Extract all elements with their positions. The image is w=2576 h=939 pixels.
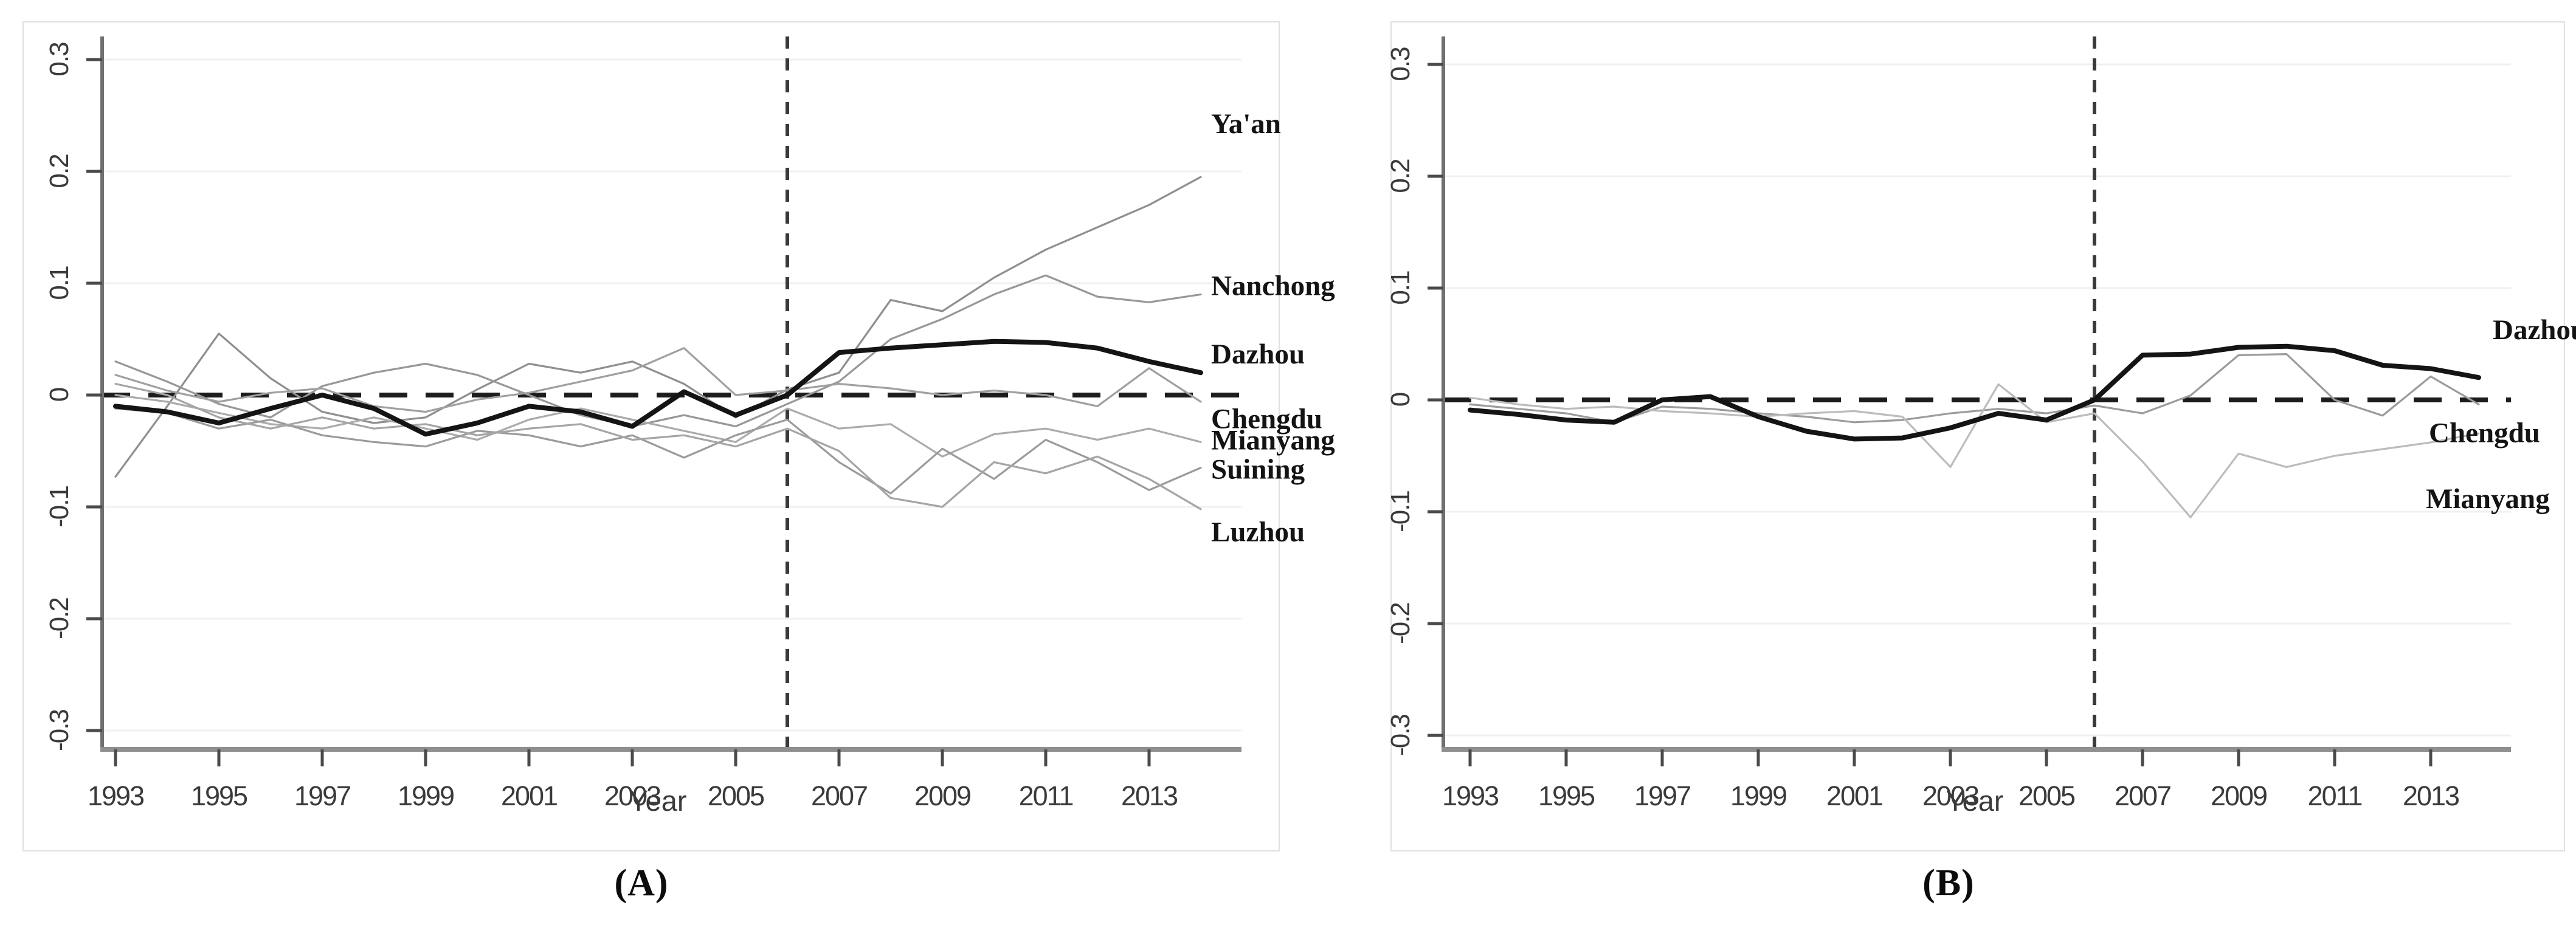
panel-a-series-line-mianyang [114, 394, 1202, 458]
panel-a-y-tick-label: 0 [44, 388, 74, 402]
panel-b-y-tick-label: -0.3 [1386, 715, 1415, 756]
panel-a-series-label-chengdu: Chengdu [1211, 404, 1322, 435]
panel-a-x-tick-label: 2011 [1019, 780, 1073, 811]
panel-a-series-line-suining [114, 407, 1202, 495]
panel-a-y-tick-label: 0.3 [44, 43, 74, 77]
panel-b-y-tick-label: 0.1 [1386, 271, 1415, 305]
panel-a-series-label-yaan: Ya'an [1211, 108, 1281, 140]
panel-a-x-tick-label: 1995 [191, 780, 247, 811]
panel-a-series-line-luzhou [114, 382, 1202, 511]
panel-a-series-line-nanchong [114, 274, 1202, 428]
panel-a-x-tick-label: 2007 [811, 780, 867, 811]
panel-b-x-tick-label: 2009 [2211, 780, 2267, 811]
panel-b-series-label-dazhou: Dazhou [2493, 314, 2576, 346]
panel-a-x-tick-label: 2003 [604, 780, 661, 811]
panel-a-y-tick-label: -0.3 [44, 710, 74, 751]
panel-b-x-tick-label: 2005 [2018, 780, 2075, 811]
panel-a-caption-text: (A) [614, 862, 669, 904]
panel-a-series-line-dazhou [113, 339, 1203, 437]
panel-a-x-tick-label: 1999 [398, 780, 454, 811]
panel-a-figure-border [22, 21, 1280, 851]
panel-b-series-label-mianyang: Mianyang [2426, 483, 2550, 515]
panel-b-caption: (B) [1374, 862, 2523, 905]
panel-b-x-tick-label: 2001 [1826, 780, 1882, 811]
panel-a-series-label-luzhou: Luzhou [1211, 516, 1305, 548]
panel-a-series-line-yaan [114, 176, 1202, 478]
panel-a-y-tick-label: 0.2 [44, 154, 74, 188]
panel-a-series-label-nanchong: Nanchong [1211, 270, 1335, 302]
panel-a-x-tick-label: 2013 [1121, 780, 1178, 811]
panel-b-y-tick-label: 0 [1386, 393, 1415, 407]
panel-a-x-tick-label: 2001 [501, 780, 557, 811]
panel-a-y-tick-label: 0.1 [44, 266, 74, 300]
panel-b-y-tick-label: -0.2 [1386, 603, 1415, 644]
panel-a-series-label-suining: Suining [1211, 453, 1305, 485]
panel-b-series-line-mianyang [1469, 383, 2480, 518]
panel-a-y-tick-label: -0.2 [44, 598, 74, 639]
panel-b-y-tick-label: 0.2 [1386, 159, 1415, 193]
panel-b-x-tick-label: 1997 [1634, 780, 1690, 811]
panel-b-x-tick-label: 1999 [1730, 780, 1786, 811]
panel-b-series-line-dazhou [1468, 343, 2481, 442]
panel-b-x-tick-label: 1995 [1538, 780, 1595, 811]
panel-b-series-label-chengdu: Chengdu [2429, 417, 2540, 449]
panel-a-caption: (A) [0, 862, 1283, 905]
panel-a-y-tick-label: -0.1 [44, 486, 74, 528]
panel-a-x-tick-label: 1993 [88, 780, 144, 811]
panel-b-y-tick-label: 0.3 [1386, 47, 1415, 81]
panel-b-caption-text: (B) [1922, 862, 1975, 904]
panel-a-series-label-dazhou: Dazhou [1211, 339, 1305, 370]
panel-b-x-tick-label: 2007 [2115, 780, 2170, 811]
panel-a-x-axis-title: Year [629, 785, 687, 817]
panel-a-series-line-chengdu [114, 347, 1202, 413]
panel-b-y-tick-label: -0.1 [1386, 491, 1415, 532]
panel-a-x-tick-label: 2009 [914, 780, 970, 811]
panel-b-x-tick-label: 2003 [1922, 780, 1979, 811]
panel-b-x-axis-title: Year [1946, 785, 2004, 817]
panel-b-x-tick-label: 2013 [2403, 780, 2459, 811]
panel-b-series-line-chengdu [1469, 353, 2480, 424]
panel-a-x-tick-label: 2005 [708, 780, 764, 811]
panel-a-series-label-mianyang: Mianyang [1211, 425, 1335, 456]
panel-b-x-tick-label: 1993 [1442, 780, 1499, 811]
panel-b-x-tick-label: 2011 [2308, 780, 2362, 811]
panel-b-figure-border [1390, 21, 2565, 851]
panel-a-x-tick-label: 1997 [294, 780, 350, 811]
